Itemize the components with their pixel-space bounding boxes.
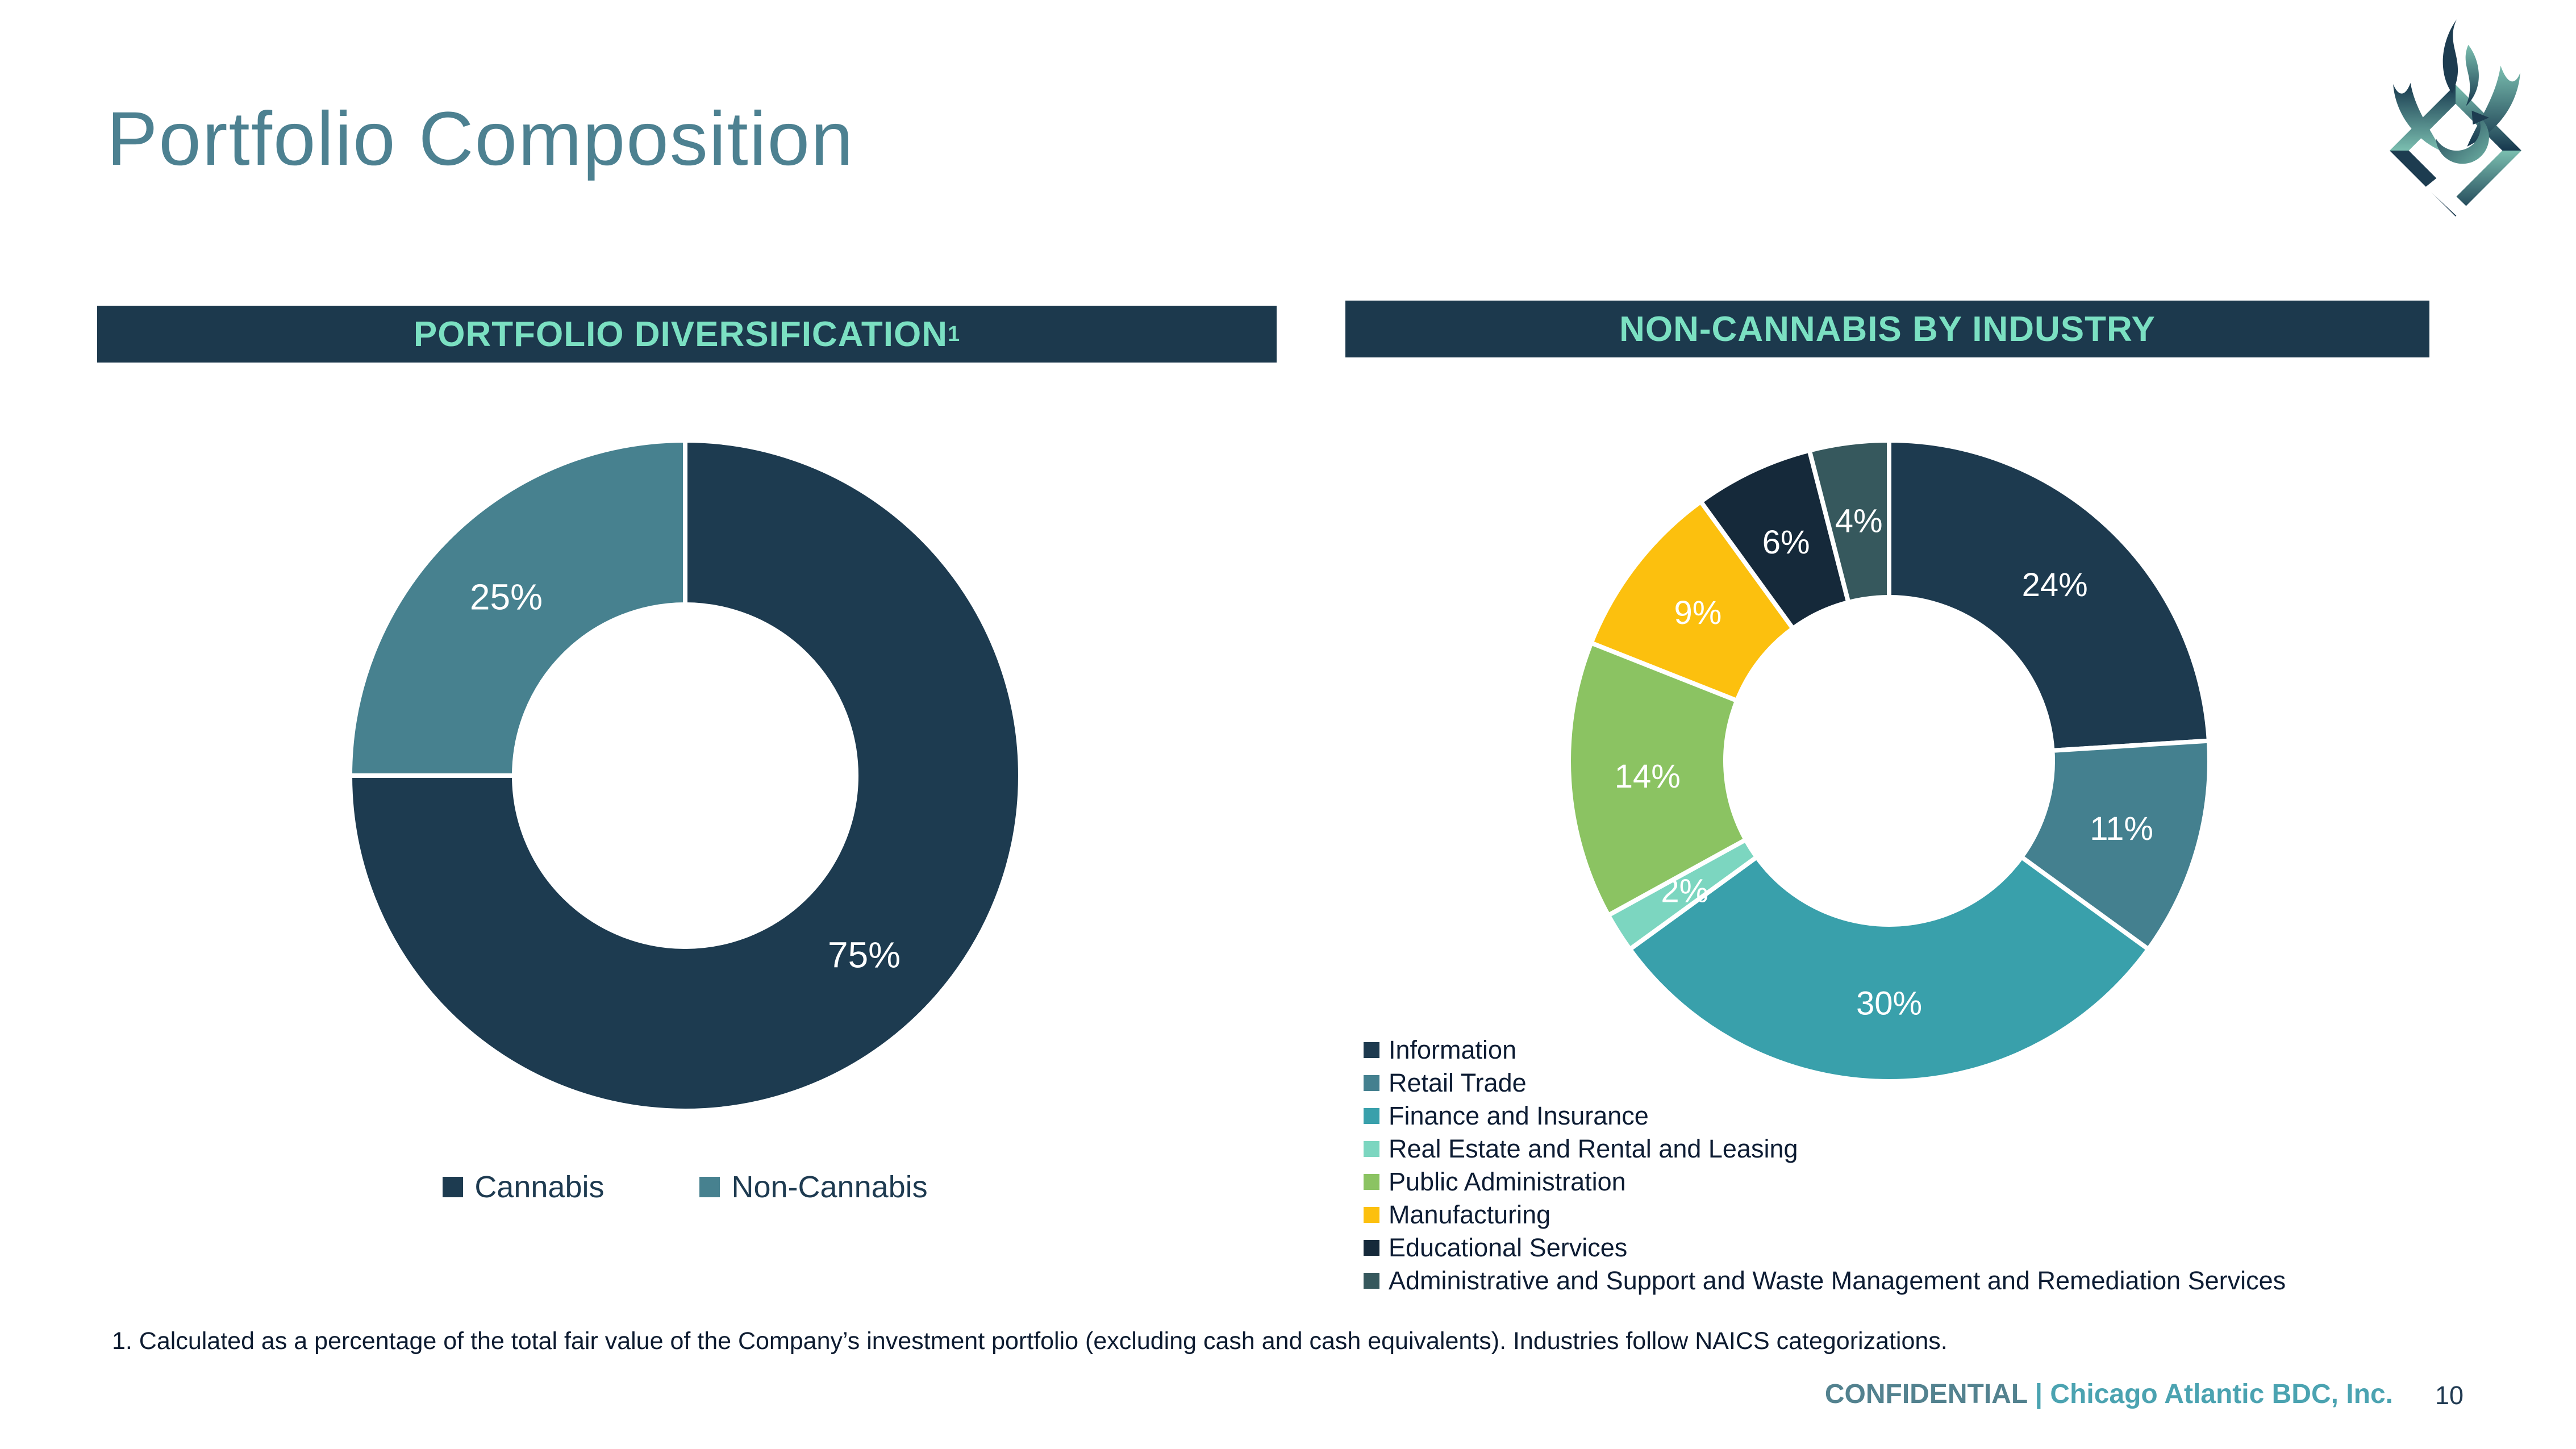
page-title: Portfolio Composition: [107, 97, 855, 181]
legend-swatch-icon: [1364, 1108, 1379, 1124]
donut-slice-non-cannabis: [348, 438, 687, 778]
slice-label: 24%: [2022, 567, 2088, 603]
donut-slice-manufacturing: [1589, 499, 1795, 703]
legend-swatch-icon: [1364, 1207, 1379, 1223]
legend-swatch-icon: [1364, 1042, 1379, 1058]
confidential-label: CONFIDENTIAL: [1824, 1379, 2028, 1409]
right-chart-title: NON-CANNABIS BY INDUSTRY: [1619, 309, 2156, 349]
legend-label: Public Administration: [1389, 1167, 1626, 1196]
legend-label: Non-Cannabis: [731, 1170, 928, 1204]
slice-label: 75%: [828, 934, 901, 975]
right-chart-legend: Information Retail Trade Finance and Insur…: [1364, 1034, 2286, 1297]
legend-swatch-icon: [1364, 1174, 1379, 1190]
legend-item: Real Estate and Rental and Leasing: [1364, 1132, 2286, 1165]
left-chart-title: PORTFOLIO DIVERSIFICATION: [413, 314, 948, 354]
legend-swatch-icon: [1364, 1273, 1379, 1289]
legend-item: Finance and Insurance: [1364, 1100, 2286, 1132]
slice-label: 14%: [1615, 758, 1681, 795]
legend-item: Information: [1364, 1034, 2286, 1067]
legend-item: Cannabis: [443, 1169, 604, 1205]
legend-item: Manufacturing: [1364, 1198, 2286, 1231]
slice-label: 11%: [2090, 810, 2153, 847]
legend-item: Administrative and Support and Waste Man…: [1364, 1264, 2286, 1297]
legend-label: Educational Services: [1389, 1233, 1628, 1262]
donut-slice-administrative-and-support-and-waste-management-and-remediation-services: [1807, 438, 1891, 605]
slice-label: 25%: [470, 576, 543, 617]
left-chart-legend: Cannabis Non-Cannabis: [344, 1169, 1026, 1205]
legend-swatch-icon: [1364, 1240, 1379, 1256]
left-chart-header: PORTFOLIO DIVERSIFICATION 1: [97, 306, 1277, 363]
phoenix-flame-logo-icon: [2390, 19, 2521, 218]
slice-label: 30%: [1856, 985, 1922, 1022]
slice-label: 4%: [1835, 503, 1883, 540]
legend-swatch-icon: [443, 1177, 464, 1197]
legend-label: Manufacturing: [1389, 1200, 1551, 1229]
legend-item: Retail Trade: [1364, 1067, 2286, 1100]
portfolio-diversification-donut-chart: 75% 25%: [348, 438, 1023, 1113]
legend-item: Non-Cannabis: [699, 1169, 928, 1205]
legend-swatch-icon: [699, 1177, 720, 1197]
page-number: 10: [2435, 1381, 2464, 1410]
company-name: | Chicago Atlantic BDC, Inc.: [2027, 1379, 2393, 1409]
footer: CONFIDENTIAL | Chicago Atlantic BDC, Inc…: [1825, 1379, 2393, 1410]
legend-label: Real Estate and Rental and Leasing: [1389, 1134, 1798, 1163]
donut-slice-finance-and-insurance: [1627, 855, 2151, 1084]
donut-slice-retail-trade: [2019, 738, 2212, 952]
non-cannabis-by-industry-donut-chart: 24%11%30%2%14%9%6%4%: [1566, 438, 2212, 1084]
legend-label: Retail Trade: [1389, 1068, 1527, 1097]
legend-item: Public Administration: [1364, 1165, 2286, 1198]
legend-item: Educational Services: [1364, 1231, 2286, 1264]
slice-label: 9%: [1674, 594, 1721, 631]
legend-label: Information: [1389, 1035, 1517, 1064]
donut-slice-public-administration: [1566, 640, 1748, 918]
legend-swatch-icon: [1364, 1141, 1379, 1157]
legend-label: Administrative and Support and Waste Man…: [1389, 1266, 2286, 1295]
legend-swatch-icon: [1364, 1075, 1379, 1091]
donut-slice-information: [1887, 438, 2211, 753]
footnote: 1. Calculated as a percentage of the tot…: [112, 1327, 1948, 1355]
legend-label: Cannabis: [474, 1170, 605, 1204]
slice-label: 6%: [1762, 524, 1810, 561]
donut-slice-cannabis: [348, 438, 1023, 1113]
right-chart-header: NON-CANNABIS BY INDUSTRY: [1345, 301, 2429, 357]
legend-label: Finance and Insurance: [1389, 1101, 1649, 1130]
